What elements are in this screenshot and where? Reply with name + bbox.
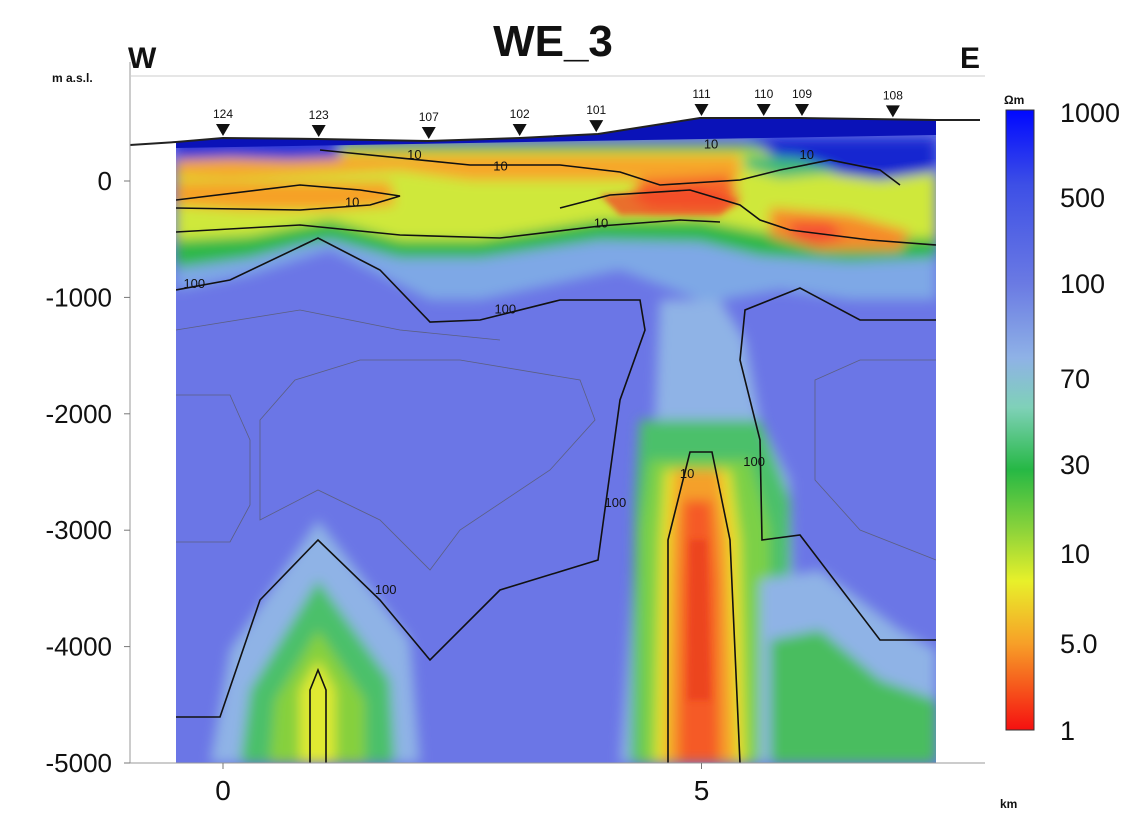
resistivity-image — [176, 118, 936, 763]
station-marker — [216, 124, 230, 136]
colorbar-label: 100 — [1060, 269, 1105, 299]
colorbar-label: 1000 — [1060, 98, 1120, 128]
colorbar-label: 10 — [1060, 539, 1090, 569]
y-tick-label: -2000 — [46, 399, 113, 429]
colorbar-label: 30 — [1060, 450, 1090, 480]
contour-label: 10 — [800, 147, 814, 162]
y-tick-label: -4000 — [46, 632, 113, 662]
contour-labels: 100 100 100 100 100 10 10 10 10 10 10 10 — [183, 136, 814, 597]
contour-label: 10 — [594, 216, 608, 231]
station-markers: 124 123 107 102 101 111 110 109 108 — [213, 87, 903, 139]
contour-label: 10 — [407, 147, 421, 162]
contour-label: 10 — [493, 159, 507, 174]
chart-title: WE_3 — [493, 17, 613, 66]
y-tick-label: -1000 — [46, 282, 113, 312]
colorbar-label: 5.0 — [1060, 629, 1098, 659]
station-label: 109 — [792, 87, 812, 101]
station-marker — [885, 105, 900, 118]
contour-label: 10 — [704, 136, 718, 151]
station-label: 124 — [213, 107, 233, 121]
contour-label: 10 — [345, 195, 359, 210]
station-marker — [794, 104, 809, 117]
contour-label: 100 — [494, 302, 516, 317]
station-label: 101 — [586, 103, 606, 117]
colorbar-label: 70 — [1060, 364, 1090, 394]
station-label: 107 — [419, 110, 439, 124]
station-marker — [512, 124, 527, 137]
colorbar-label: 1 — [1060, 716, 1075, 746]
contour-label: 100 — [743, 454, 765, 469]
y-tick-label: -3000 — [46, 515, 113, 545]
x-tick-label: 5 — [694, 775, 710, 806]
contour-label: 10 — [680, 466, 694, 481]
colorbar-unit-label: Ωm — [1004, 93, 1024, 107]
colorbar-labels: 1000 500 100 70 30 10 5.0 1 — [1060, 98, 1120, 746]
station-label: 110 — [754, 87, 773, 101]
y-tick-label: 0 — [98, 166, 112, 196]
x-tick-label: 0 — [215, 775, 231, 806]
station-marker — [311, 125, 326, 138]
station-label: 123 — [309, 108, 329, 122]
station-marker — [694, 104, 709, 116]
contour-label: 100 — [183, 276, 205, 291]
station-marker — [756, 104, 771, 116]
station-label: 102 — [510, 107, 530, 121]
station-marker — [421, 126, 436, 139]
y-axis-label: m a.s.l. — [52, 71, 93, 85]
colorbar — [1005, 109, 1035, 731]
station-marker — [589, 120, 604, 133]
contour-label: 100 — [375, 582, 397, 597]
station-label: 111 — [692, 87, 711, 101]
topography-line — [129, 117, 980, 146]
colorbar-label: 500 — [1060, 183, 1105, 213]
y-axis-ticks: 0 -1000 -2000 -3000 -4000 -5000 — [46, 166, 130, 778]
direction-west-label: W — [128, 42, 157, 75]
direction-east-label: E — [960, 42, 980, 75]
station-label: 108 — [883, 88, 903, 102]
x-axis-unit-label: km — [1000, 797, 1017, 811]
y-tick-label: -5000 — [46, 748, 113, 778]
contour-label: 100 — [605, 495, 627, 510]
